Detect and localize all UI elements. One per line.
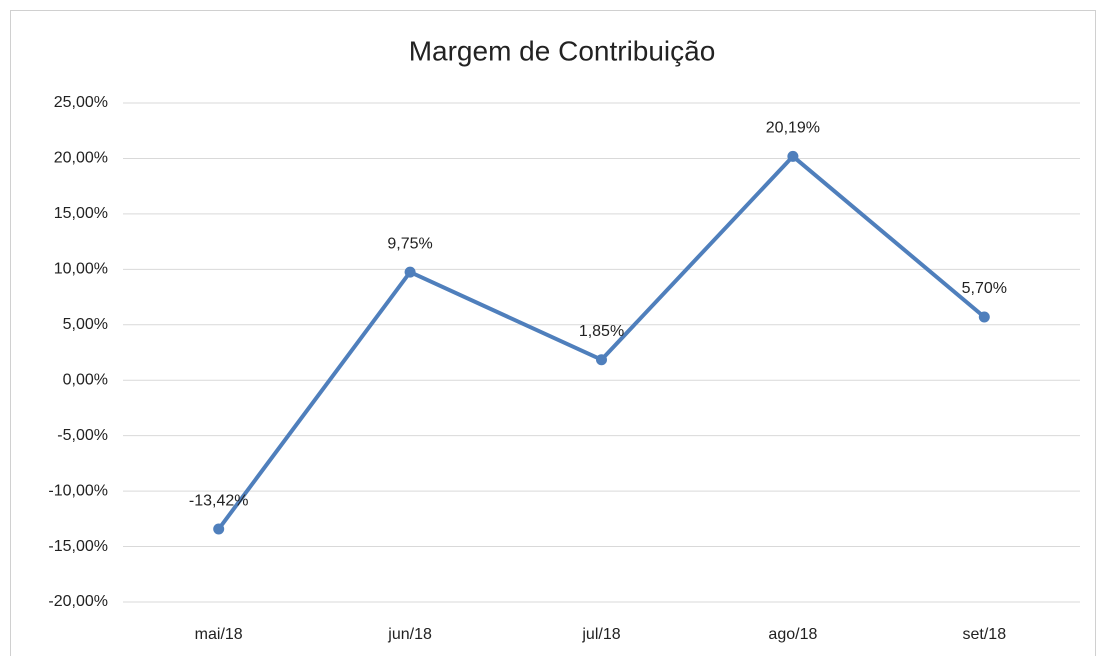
y-tick-label: 5,00% xyxy=(63,316,108,333)
y-tick-label: 15,00% xyxy=(54,205,108,222)
y-tick-label: -5,00% xyxy=(57,427,108,444)
data-label: 20,19% xyxy=(766,120,820,137)
x-tick-label: ago/18 xyxy=(768,626,817,643)
y-tick-label: 20,00% xyxy=(54,150,108,167)
y-tick-label: 25,00% xyxy=(54,94,108,111)
x-tick-label: mai/18 xyxy=(195,626,243,643)
data-label: 9,75% xyxy=(387,235,432,252)
marker xyxy=(404,266,416,278)
marker xyxy=(787,150,799,162)
marker xyxy=(213,523,225,535)
data-label: -13,42% xyxy=(189,492,249,509)
chart-title: Margem de Contribuição xyxy=(409,35,716,66)
y-tick-label: 10,00% xyxy=(54,261,108,278)
y-tick-label: -20,00% xyxy=(48,593,108,610)
y-tick-label: -10,00% xyxy=(48,482,108,499)
y-tick-label: -15,00% xyxy=(48,538,108,555)
chart-border xyxy=(10,10,1096,656)
data-label: 1,85% xyxy=(579,323,624,340)
marker xyxy=(978,311,990,323)
marker xyxy=(596,354,607,366)
x-tick-label: set/18 xyxy=(963,626,1007,643)
x-tick-label: jun/18 xyxy=(387,626,432,643)
y-tick-label: 0,00% xyxy=(63,371,108,388)
data-label: 5,70% xyxy=(962,280,1007,297)
x-tick-label: jul/18 xyxy=(581,626,620,643)
